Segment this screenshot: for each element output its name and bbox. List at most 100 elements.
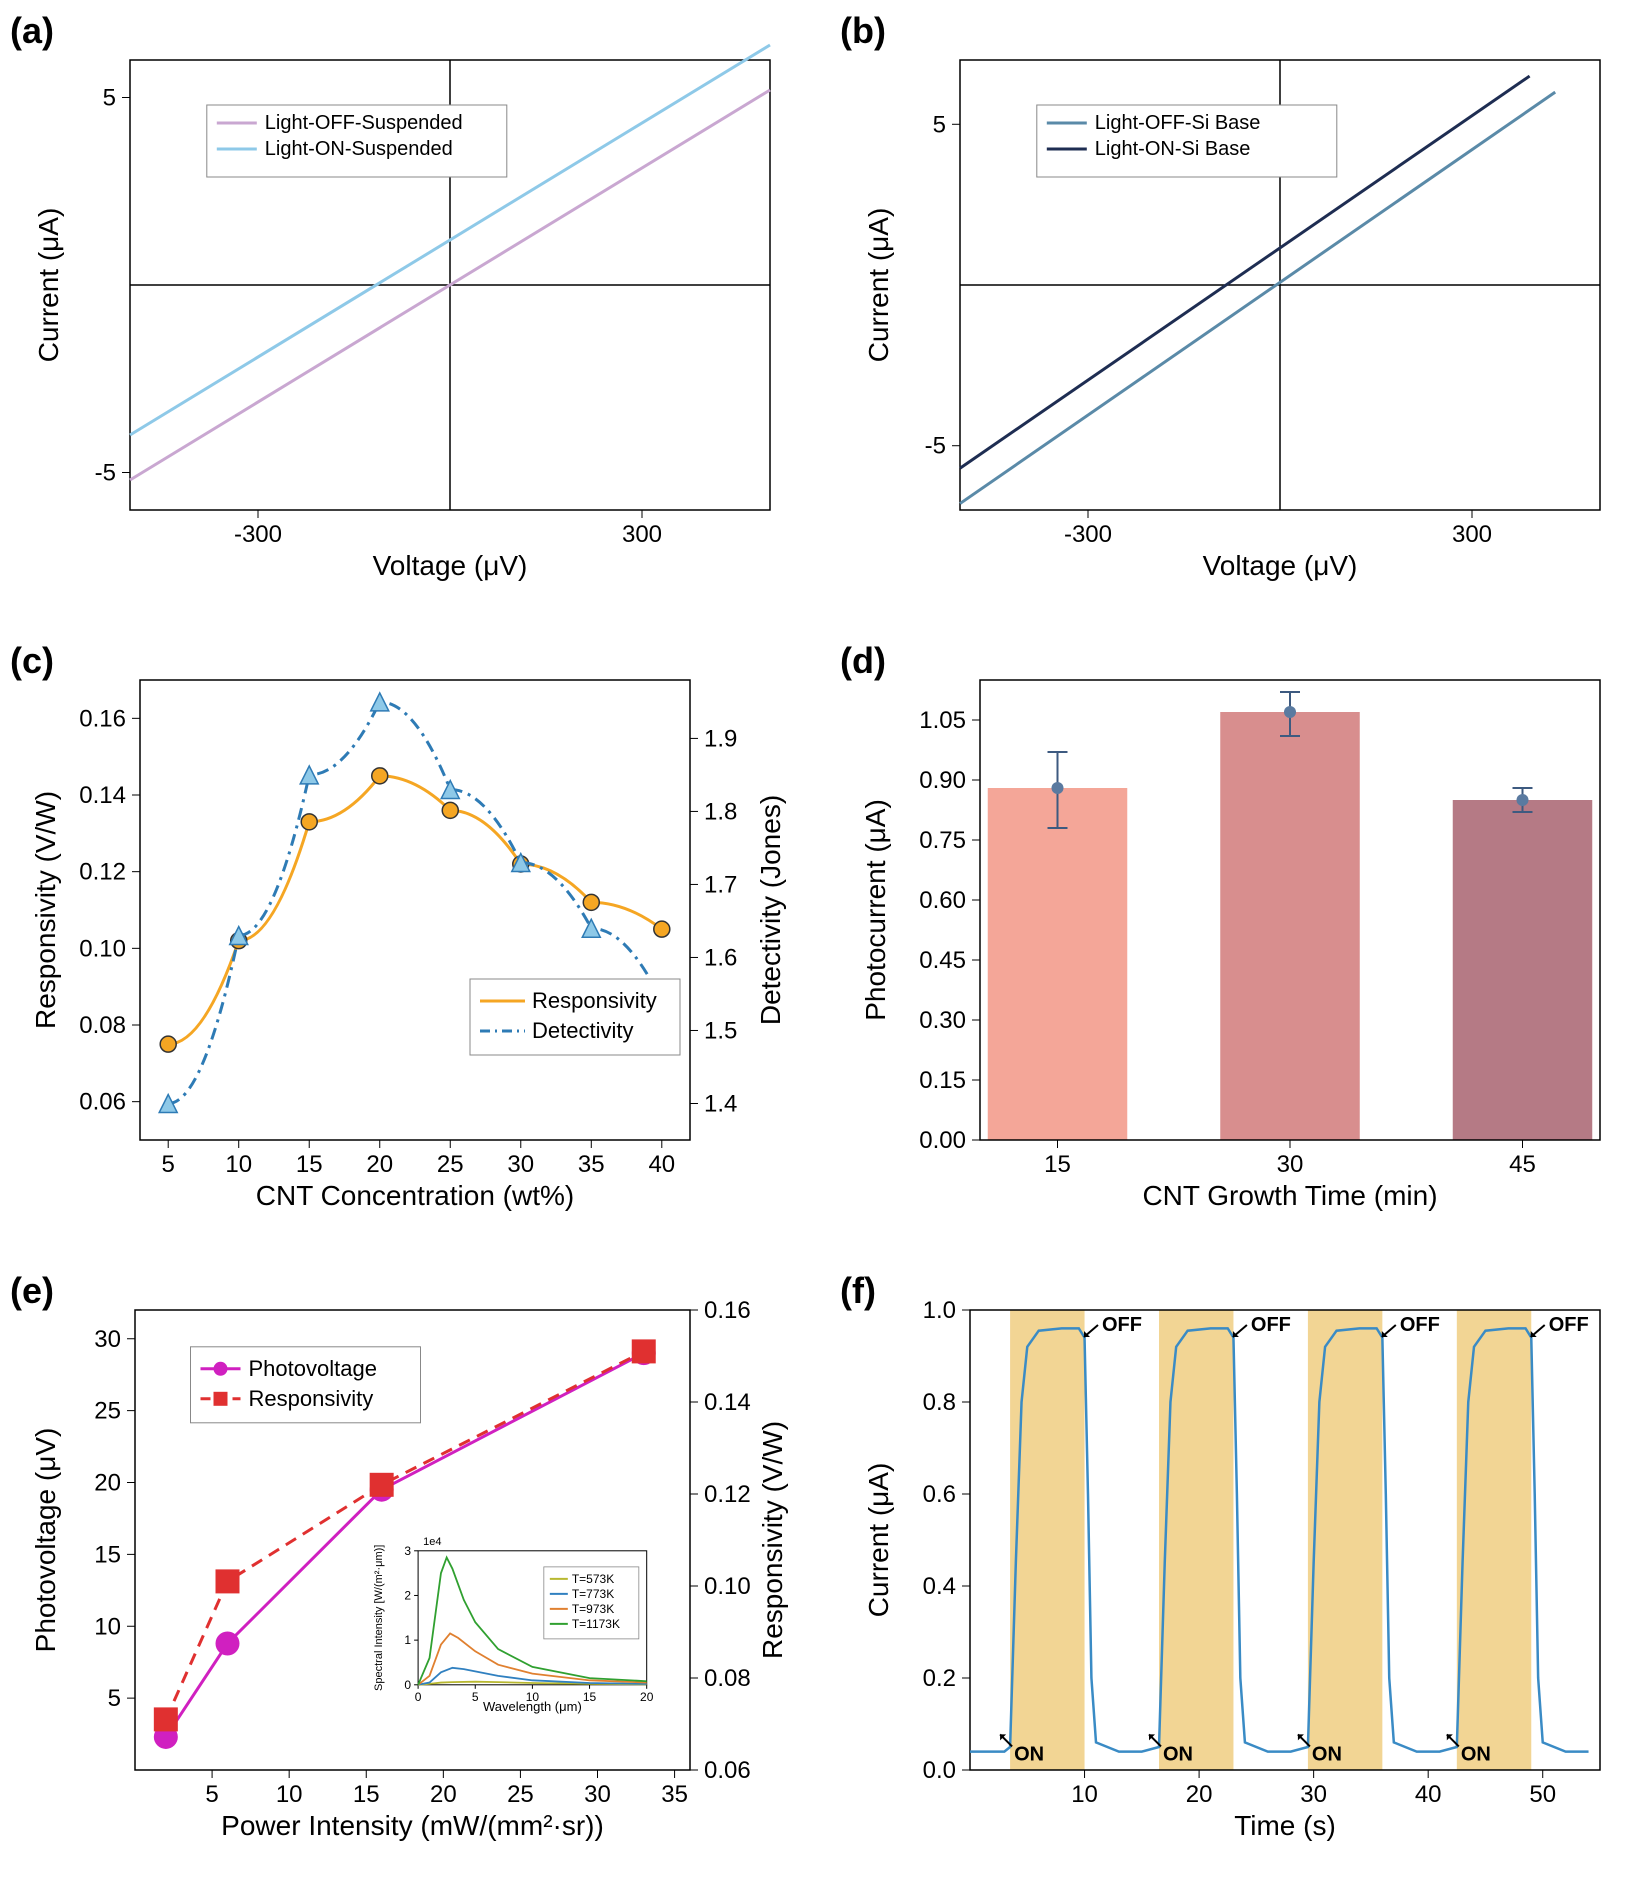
svg-text:OFF: OFF [1549, 1314, 1589, 1336]
svg-text:Responsivity (V/W): Responsivity (V/W) [30, 791, 61, 1029]
svg-text:1.5: 1.5 [704, 1017, 737, 1044]
svg-text:0.08: 0.08 [79, 1012, 126, 1039]
panel-a: (a) -300300-55Voltage (μV)Current (μA)Li… [20, 20, 800, 610]
svg-text:0.8: 0.8 [923, 1389, 956, 1416]
svg-text:T=573K: T=573K [572, 1572, 614, 1586]
svg-text:0.10: 0.10 [704, 1573, 751, 1600]
svg-text:-300: -300 [1064, 521, 1112, 548]
svg-text:0.4: 0.4 [923, 1573, 956, 1600]
svg-text:1.9: 1.9 [704, 725, 737, 752]
svg-text:T=773K: T=773K [572, 1587, 614, 1601]
panel-f-chart: 10203040500.00.20.40.60.81.0Time (s)Curr… [850, 1280, 1630, 1860]
svg-text:5: 5 [933, 111, 946, 138]
svg-text:5: 5 [162, 1151, 175, 1178]
svg-text:Current (μA): Current (μA) [863, 208, 894, 363]
svg-text:Detectivity (Jones): Detectivity (Jones) [755, 795, 786, 1025]
svg-text:Light-OFF-Suspended: Light-OFF-Suspended [265, 112, 463, 134]
svg-text:Current (μA): Current (μA) [863, 1463, 894, 1618]
svg-text:10: 10 [225, 1151, 252, 1178]
svg-text:50: 50 [1529, 1781, 1556, 1808]
panel-b: (b) -300300-55Voltage (μV)Current (μA)Li… [850, 20, 1630, 610]
svg-text:10: 10 [1071, 1781, 1098, 1808]
svg-text:Voltage (μV): Voltage (μV) [1203, 550, 1358, 581]
panel-c-label: (c) [10, 640, 54, 682]
svg-text:30: 30 [1300, 1781, 1327, 1808]
svg-text:15: 15 [296, 1151, 323, 1178]
svg-text:0.2: 0.2 [923, 1665, 956, 1692]
svg-text:0.30: 0.30 [919, 1007, 966, 1034]
svg-text:-300: -300 [234, 521, 282, 548]
svg-text:0.06: 0.06 [704, 1757, 751, 1784]
panel-d-label: (d) [840, 640, 886, 682]
svg-text:OFF: OFF [1251, 1314, 1291, 1336]
svg-text:Responsivity (V/W): Responsivity (V/W) [757, 1421, 788, 1659]
svg-text:15: 15 [94, 1541, 121, 1568]
svg-text:Responsivity: Responsivity [532, 988, 657, 1013]
svg-text:Light-ON-Suspended: Light-ON-Suspended [265, 138, 453, 160]
svg-text:0.15: 0.15 [919, 1067, 966, 1094]
svg-text:ON: ON [1163, 1743, 1193, 1765]
svg-text:0.14: 0.14 [704, 1389, 751, 1416]
panel-f: (f) 10203040500.00.20.40.60.81.0Time (s)… [850, 1280, 1630, 1870]
svg-text:10: 10 [276, 1781, 303, 1808]
svg-text:40: 40 [648, 1151, 675, 1178]
svg-text:20: 20 [94, 1470, 121, 1497]
svg-text:25: 25 [507, 1781, 534, 1808]
svg-text:40: 40 [1415, 1781, 1442, 1808]
svg-text:0.00: 0.00 [919, 1127, 966, 1154]
svg-text:5: 5 [472, 1690, 479, 1704]
svg-text:OFF: OFF [1400, 1314, 1440, 1336]
svg-text:2: 2 [404, 1588, 411, 1602]
svg-text:Wavelength (μm): Wavelength (μm) [483, 1699, 582, 1714]
svg-text:1.6: 1.6 [704, 944, 737, 971]
svg-text:1.7: 1.7 [704, 871, 737, 898]
svg-text:20: 20 [366, 1151, 393, 1178]
svg-text:-5: -5 [95, 460, 116, 487]
svg-text:ON: ON [1014, 1743, 1044, 1765]
svg-text:Detectivity: Detectivity [532, 1018, 633, 1043]
svg-text:Photovoltage (μV): Photovoltage (μV) [30, 1428, 61, 1653]
svg-text:0.10: 0.10 [79, 935, 126, 962]
svg-text:1e4: 1e4 [423, 1536, 441, 1548]
svg-text:10: 10 [94, 1613, 121, 1640]
svg-text:25: 25 [94, 1398, 121, 1425]
svg-text:5: 5 [205, 1781, 218, 1808]
svg-text:1.05: 1.05 [919, 707, 966, 734]
svg-text:15: 15 [583, 1690, 597, 1704]
svg-text:CNT Concentration (wt%): CNT Concentration (wt%) [256, 1180, 574, 1211]
svg-text:1: 1 [404, 1633, 411, 1647]
svg-text:CNT Growth Time (min): CNT Growth Time (min) [1142, 1180, 1437, 1211]
svg-text:45: 45 [1509, 1151, 1536, 1178]
svg-text:-5: -5 [925, 433, 946, 460]
svg-text:300: 300 [1452, 521, 1492, 548]
svg-text:ON: ON [1312, 1743, 1342, 1765]
svg-text:0.0: 0.0 [923, 1757, 956, 1784]
svg-text:1.8: 1.8 [704, 798, 737, 825]
svg-text:T=1173K: T=1173K [572, 1617, 620, 1631]
panel-a-chart: -300300-55Voltage (μV)Current (μA)Light-… [20, 20, 800, 600]
svg-text:0.16: 0.16 [704, 1297, 751, 1324]
svg-text:Photocurrent (μA): Photocurrent (μA) [860, 799, 891, 1021]
panel-a-label: (a) [10, 10, 54, 52]
svg-text:OFF: OFF [1102, 1314, 1142, 1336]
svg-text:0.14: 0.14 [79, 782, 126, 809]
svg-text:30: 30 [1277, 1151, 1304, 1178]
svg-text:Photovoltage: Photovoltage [249, 1356, 377, 1381]
svg-text:0.45: 0.45 [919, 947, 966, 974]
panel-b-chart: -300300-55Voltage (μV)Current (μA)Light-… [850, 20, 1630, 600]
svg-text:300: 300 [622, 521, 662, 548]
panel-d-chart: 1530450.000.150.300.450.600.750.901.05CN… [850, 650, 1630, 1230]
svg-text:Power Intensity (mW/(mm²·sr)): Power Intensity (mW/(mm²·sr)) [221, 1810, 604, 1841]
svg-text:20: 20 [640, 1690, 654, 1704]
svg-text:0.60: 0.60 [919, 887, 966, 914]
svg-text:0: 0 [404, 1678, 411, 1692]
svg-text:15: 15 [353, 1781, 380, 1808]
svg-text:0.6: 0.6 [923, 1481, 956, 1508]
svg-text:0.90: 0.90 [919, 767, 966, 794]
svg-text:1.0: 1.0 [923, 1297, 956, 1324]
svg-text:1.4: 1.4 [704, 1090, 737, 1117]
svg-text:30: 30 [507, 1151, 534, 1178]
svg-text:0: 0 [415, 1690, 422, 1704]
panel-f-label: (f) [840, 1270, 876, 1312]
panel-c: (c) 5101520253035400.060.080.100.120.140… [20, 650, 800, 1240]
